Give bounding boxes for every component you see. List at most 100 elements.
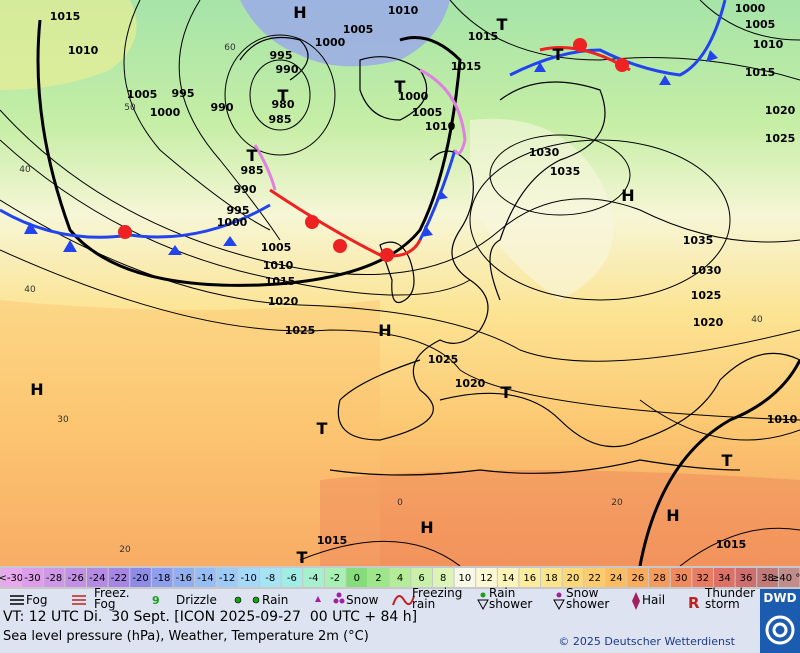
isobar-label: 990 [276, 63, 299, 76]
scale-label: -8 [265, 573, 275, 584]
scale-cell [389, 568, 411, 587]
scale-cell [714, 568, 735, 587]
front-symbols [24, 38, 718, 262]
scale-cell [584, 568, 605, 587]
legend-label: Hail [642, 593, 665, 607]
isobar-label: 1015 [716, 538, 747, 551]
pressure-center: H [378, 321, 391, 340]
scale-label: 4 [397, 573, 403, 584]
isobar-label: 1020 [268, 295, 299, 308]
scale-label: -10 [240, 573, 256, 584]
isobar-label: 1000 [735, 2, 766, 15]
isobar-label: 1005 [127, 88, 158, 101]
isobar-label: 1010 [767, 413, 798, 426]
scale-label: -26 [68, 573, 84, 584]
scale-cell [411, 568, 432, 587]
isobar-label: 990 [211, 101, 234, 114]
isobar-label: 1025 [691, 289, 722, 302]
scale-cell [43, 568, 65, 587]
isobar-label: 1010 [753, 38, 784, 51]
pressure-center: T [297, 548, 308, 567]
isobar-label: 1010 [425, 120, 456, 133]
scale-label: -12 [219, 573, 235, 584]
grid-label: 20 [611, 498, 623, 508]
isobar-label: 1000 [398, 90, 429, 103]
scale-cell [562, 568, 584, 587]
scale-label: 16 [523, 573, 536, 584]
warm-area [0, 300, 380, 566]
scale-cell [130, 568, 151, 587]
isobar-label: 985 [269, 113, 292, 126]
isobar-label: 1035 [550, 165, 581, 178]
grid-label: 60 [224, 43, 236, 53]
legend-label: Rain [262, 593, 288, 607]
scale-cell [151, 568, 173, 587]
isobar-label: 1010 [68, 44, 99, 57]
grid-label: 20 [119, 545, 131, 555]
legend-label: Fog [26, 593, 47, 607]
isobar-label: 1025 [285, 324, 316, 337]
scale-cell [324, 568, 346, 587]
isobar-label: 1025 [765, 132, 796, 145]
isobar-label: 1025 [428, 353, 459, 366]
scale-label: -18 [154, 573, 170, 584]
grid-label: 40 [19, 165, 31, 175]
scale-label: 12 [480, 573, 493, 584]
scale-cell [0, 568, 22, 587]
bold-isobars [36, 19, 800, 567]
scale-cell [778, 568, 800, 587]
scale-cell [173, 568, 195, 587]
isobars [0, 0, 800, 567]
dwd-logo: DWD [760, 589, 800, 653]
pressure-center: T [247, 146, 258, 165]
grid-label: 30 [57, 415, 69, 425]
isobar-label: 1005 [412, 106, 443, 119]
legend-label: Freez. Fog [94, 586, 130, 611]
scale-label: 26 [631, 573, 644, 584]
scale-label: ≥40 °C [771, 573, 800, 584]
pressure-center: H [666, 506, 679, 525]
isobar-label: 985 [241, 164, 264, 177]
isobar-label: 1020 [693, 316, 724, 329]
scale-label: <-30 [0, 573, 23, 584]
legend-label: Snow shower [566, 586, 609, 611]
pressure-center: H [293, 3, 306, 22]
isobar-label: 1030 [529, 146, 560, 159]
pressure-center: T [722, 451, 733, 470]
scale-cell [22, 568, 43, 587]
legend-label: Snow [346, 593, 379, 607]
valid-time: VT: 12 UTC Di. 30 Sept. [ICON 2025-09-27… [3, 609, 417, 625]
scale-cell [605, 568, 627, 587]
copyright: © 2025 Deutscher Wetterdienst [558, 635, 735, 648]
isobar-label: 995 [227, 204, 250, 217]
scale-label: -2 [330, 573, 340, 584]
pressure-center: T [317, 419, 328, 438]
isobar-label: 1015 [451, 60, 482, 73]
scale-cell [195, 568, 216, 587]
scale-label: 2 [375, 573, 381, 584]
scale-label: 32 [696, 573, 709, 584]
isobar-label: 980 [272, 98, 295, 111]
isobar-label: 1005 [745, 18, 776, 31]
map-background [0, 0, 800, 566]
pressure-center: T [497, 15, 508, 34]
isobar-label: 1015 [468, 30, 499, 43]
scale-cell [649, 568, 670, 587]
scale-cell [670, 568, 692, 587]
scale-cell [238, 568, 259, 587]
scale-label: -22 [111, 573, 127, 584]
scale-cell [497, 568, 519, 587]
grid-label: 50 [124, 103, 136, 113]
svg-text:R: R [688, 594, 700, 612]
scale-cell [757, 568, 778, 587]
legend-label: Freezing rain [412, 586, 462, 611]
scale-label: 8 [440, 573, 446, 584]
legend-background [0, 589, 760, 611]
pressure-center: T [395, 77, 406, 96]
legend-label: Thunder storm [704, 586, 755, 611]
scale-label: 0 [354, 573, 360, 584]
legend-label: Rain shower [489, 586, 532, 611]
scale-label: -30 [24, 573, 40, 584]
scale-label: -6 [287, 573, 297, 584]
scale-label: 22 [588, 573, 601, 584]
